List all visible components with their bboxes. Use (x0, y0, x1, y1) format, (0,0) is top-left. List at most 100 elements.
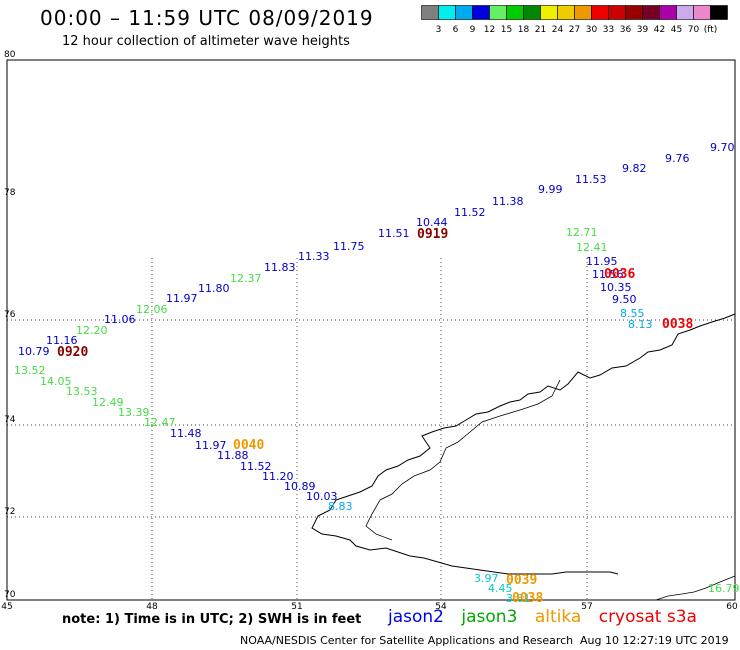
wave-height-label: 8.13 (628, 318, 653, 331)
wave-height-label: 11.52 (454, 206, 486, 219)
colorbar-label: 18 (518, 25, 530, 35)
latitude-tick: 76 (4, 310, 16, 320)
wave-height-label: 9.82 (622, 162, 647, 175)
longitude-tick: 54 (435, 602, 447, 610)
wave-height-label: 3.97 (474, 572, 499, 585)
colorbar-label: 9 (470, 25, 476, 35)
graticule (7, 258, 735, 600)
wave-height-label: 11.83 (264, 261, 296, 274)
legend-altika: altika (534, 607, 582, 627)
colorbar-label: 30 (586, 25, 598, 35)
pass-time-label: 0039 (506, 573, 537, 588)
wave-height-label: 11.80 (198, 282, 230, 295)
longitude-tick: 57 (581, 602, 592, 610)
longitude-tick: 60 (726, 602, 738, 610)
pass-time-label: 0036 (604, 267, 635, 282)
generated-timestamp: Aug 10 12:27:19 UTC 2019 (580, 634, 729, 647)
wave-height-label: 11.16 (46, 334, 78, 347)
wave-height-label: 13.53 (66, 385, 98, 398)
wave-height-label: 9.70 (710, 141, 735, 154)
credit-line: NOAA/NESDIS Center for Satellite Applica… (240, 634, 574, 647)
wave-height-label: 12.41 (576, 241, 608, 254)
colorbar-label: 3 (436, 25, 442, 35)
wave-height-label: 4.45 (488, 582, 513, 595)
latitude-tick: 70 (4, 590, 16, 600)
pass-time-label: 0038 (512, 591, 543, 606)
wave-height-label: 8.83 (328, 500, 353, 513)
pass-time-labels: 0920 0919 0036 0038 0040 0039 0038 (57, 227, 693, 606)
colorbar-label: 24 (552, 25, 564, 35)
wave-height-label: 10.35 (600, 281, 632, 294)
pass-time-label: 0920 (57, 345, 88, 360)
latitude-tick: 78 (4, 188, 16, 198)
observation-labels: 10.7911.1612.2011.0612.0611.9711.8012.37… (14, 141, 740, 605)
colorbar-label: 42 (654, 25, 665, 35)
colorbar-label: 6 (453, 25, 459, 35)
map-subtitle: 12 hour collection of altimeter wave hei… (62, 34, 350, 49)
wave-height-label: 12.20 (76, 324, 108, 337)
wave-height-label: 11.52 (240, 460, 272, 473)
wave-height-label: 10.79 (18, 345, 50, 358)
colorbar-label: 33 (603, 25, 614, 35)
colorbar-label: 27 (569, 25, 580, 35)
wave-height-label: 12.47 (144, 416, 176, 429)
wave-height-label: 11.75 (333, 240, 365, 253)
wave-height-label: 11.38 (492, 195, 524, 208)
colorbar-swatch (710, 5, 728, 20)
satellite-legend: jason2 jason3 altika cryosat s3a (388, 607, 709, 627)
colorbar-label: 45 (671, 25, 682, 35)
wave-height-label: 11.95 (586, 255, 618, 268)
colorbar-label: 12 (484, 25, 495, 35)
longitude-tick: 51 (291, 602, 302, 610)
latitude-tick: 74 (4, 415, 16, 425)
wave-height-label: 9.99 (538, 183, 563, 196)
colorbar-label: 70 (688, 25, 700, 35)
wave-height-label: 11.51 (378, 227, 410, 240)
legend-jason2: jason2 (388, 607, 444, 627)
units-note: note: 1) Time is in UTC; 2) SWH is in fe… (62, 612, 362, 627)
colorbar-label: 21 (535, 25, 546, 35)
longitude-tick: 45 (1, 602, 12, 610)
coastline-east (655, 575, 736, 601)
wave-height-label: 9.50 (612, 293, 637, 306)
latitude-tick: 80 (4, 50, 16, 60)
wave-height-label: 11.88 (217, 449, 249, 462)
latitude-tick: 72 (4, 507, 15, 517)
longitude-tick: 48 (146, 602, 158, 610)
wave-height-label: 11.97 (166, 292, 198, 305)
wave-height-label: 11.20 (262, 470, 294, 483)
pass-time-label: 0038 (662, 317, 693, 332)
axis-ticks: 45 48 51 54 57 60 80 78 76 74 72 70 (1, 50, 738, 610)
wave-height-label: 12.37 (230, 272, 262, 285)
colorbar-label: (ft) (704, 25, 718, 35)
wave-height-label: 16.79 (708, 582, 740, 595)
wave-height-label: 10.44 (416, 216, 448, 229)
coastline (311, 313, 736, 575)
wave-height-label: 14.05 (40, 375, 72, 388)
wave-height-label: 12.71 (566, 226, 598, 239)
wave-height-label: 11.06 (104, 313, 136, 326)
pass-time-label: 0919 (417, 227, 448, 242)
map-frame (6, 59, 736, 601)
wave-height-label: 3.61 (506, 592, 531, 605)
colorbar-label: 36 (620, 25, 632, 35)
legend-jason3: jason3 (461, 607, 518, 627)
wave-height-label: 8.55 (620, 307, 645, 320)
coastline-inner (365, 379, 561, 541)
colorbar-label: 39 (637, 25, 649, 35)
wave-height-label: 11.53 (575, 173, 607, 186)
wave-height-label: 9.76 (665, 152, 690, 165)
wave-height-label: 10.03 (306, 490, 338, 503)
map-title: 00:00 – 11:59 UTC 08/09/2019 (40, 6, 374, 30)
pass-time-label: 0040 (233, 438, 264, 453)
wave-height-colorbar: 3 6 9 12 15 18 21 24 27 30 33 36 39 42 45 70 (ft) (421, 5, 728, 35)
wave-height-label: 11.33 (298, 250, 330, 263)
wave-height-label: 13.39 (118, 406, 150, 419)
wave-height-label: 11.97 (195, 439, 227, 452)
wave-height-label: 13.52 (14, 364, 46, 377)
wave-height-map: 10.7911.1612.2011.0612.0611.9711.8012.37… (1, 50, 740, 610)
wave-height-label: 11.48 (170, 427, 202, 440)
wave-height-label: 10.89 (284, 480, 316, 493)
legend-cryosat: cryosat s3a (598, 607, 697, 627)
wave-height-label: 12.06 (136, 303, 168, 316)
